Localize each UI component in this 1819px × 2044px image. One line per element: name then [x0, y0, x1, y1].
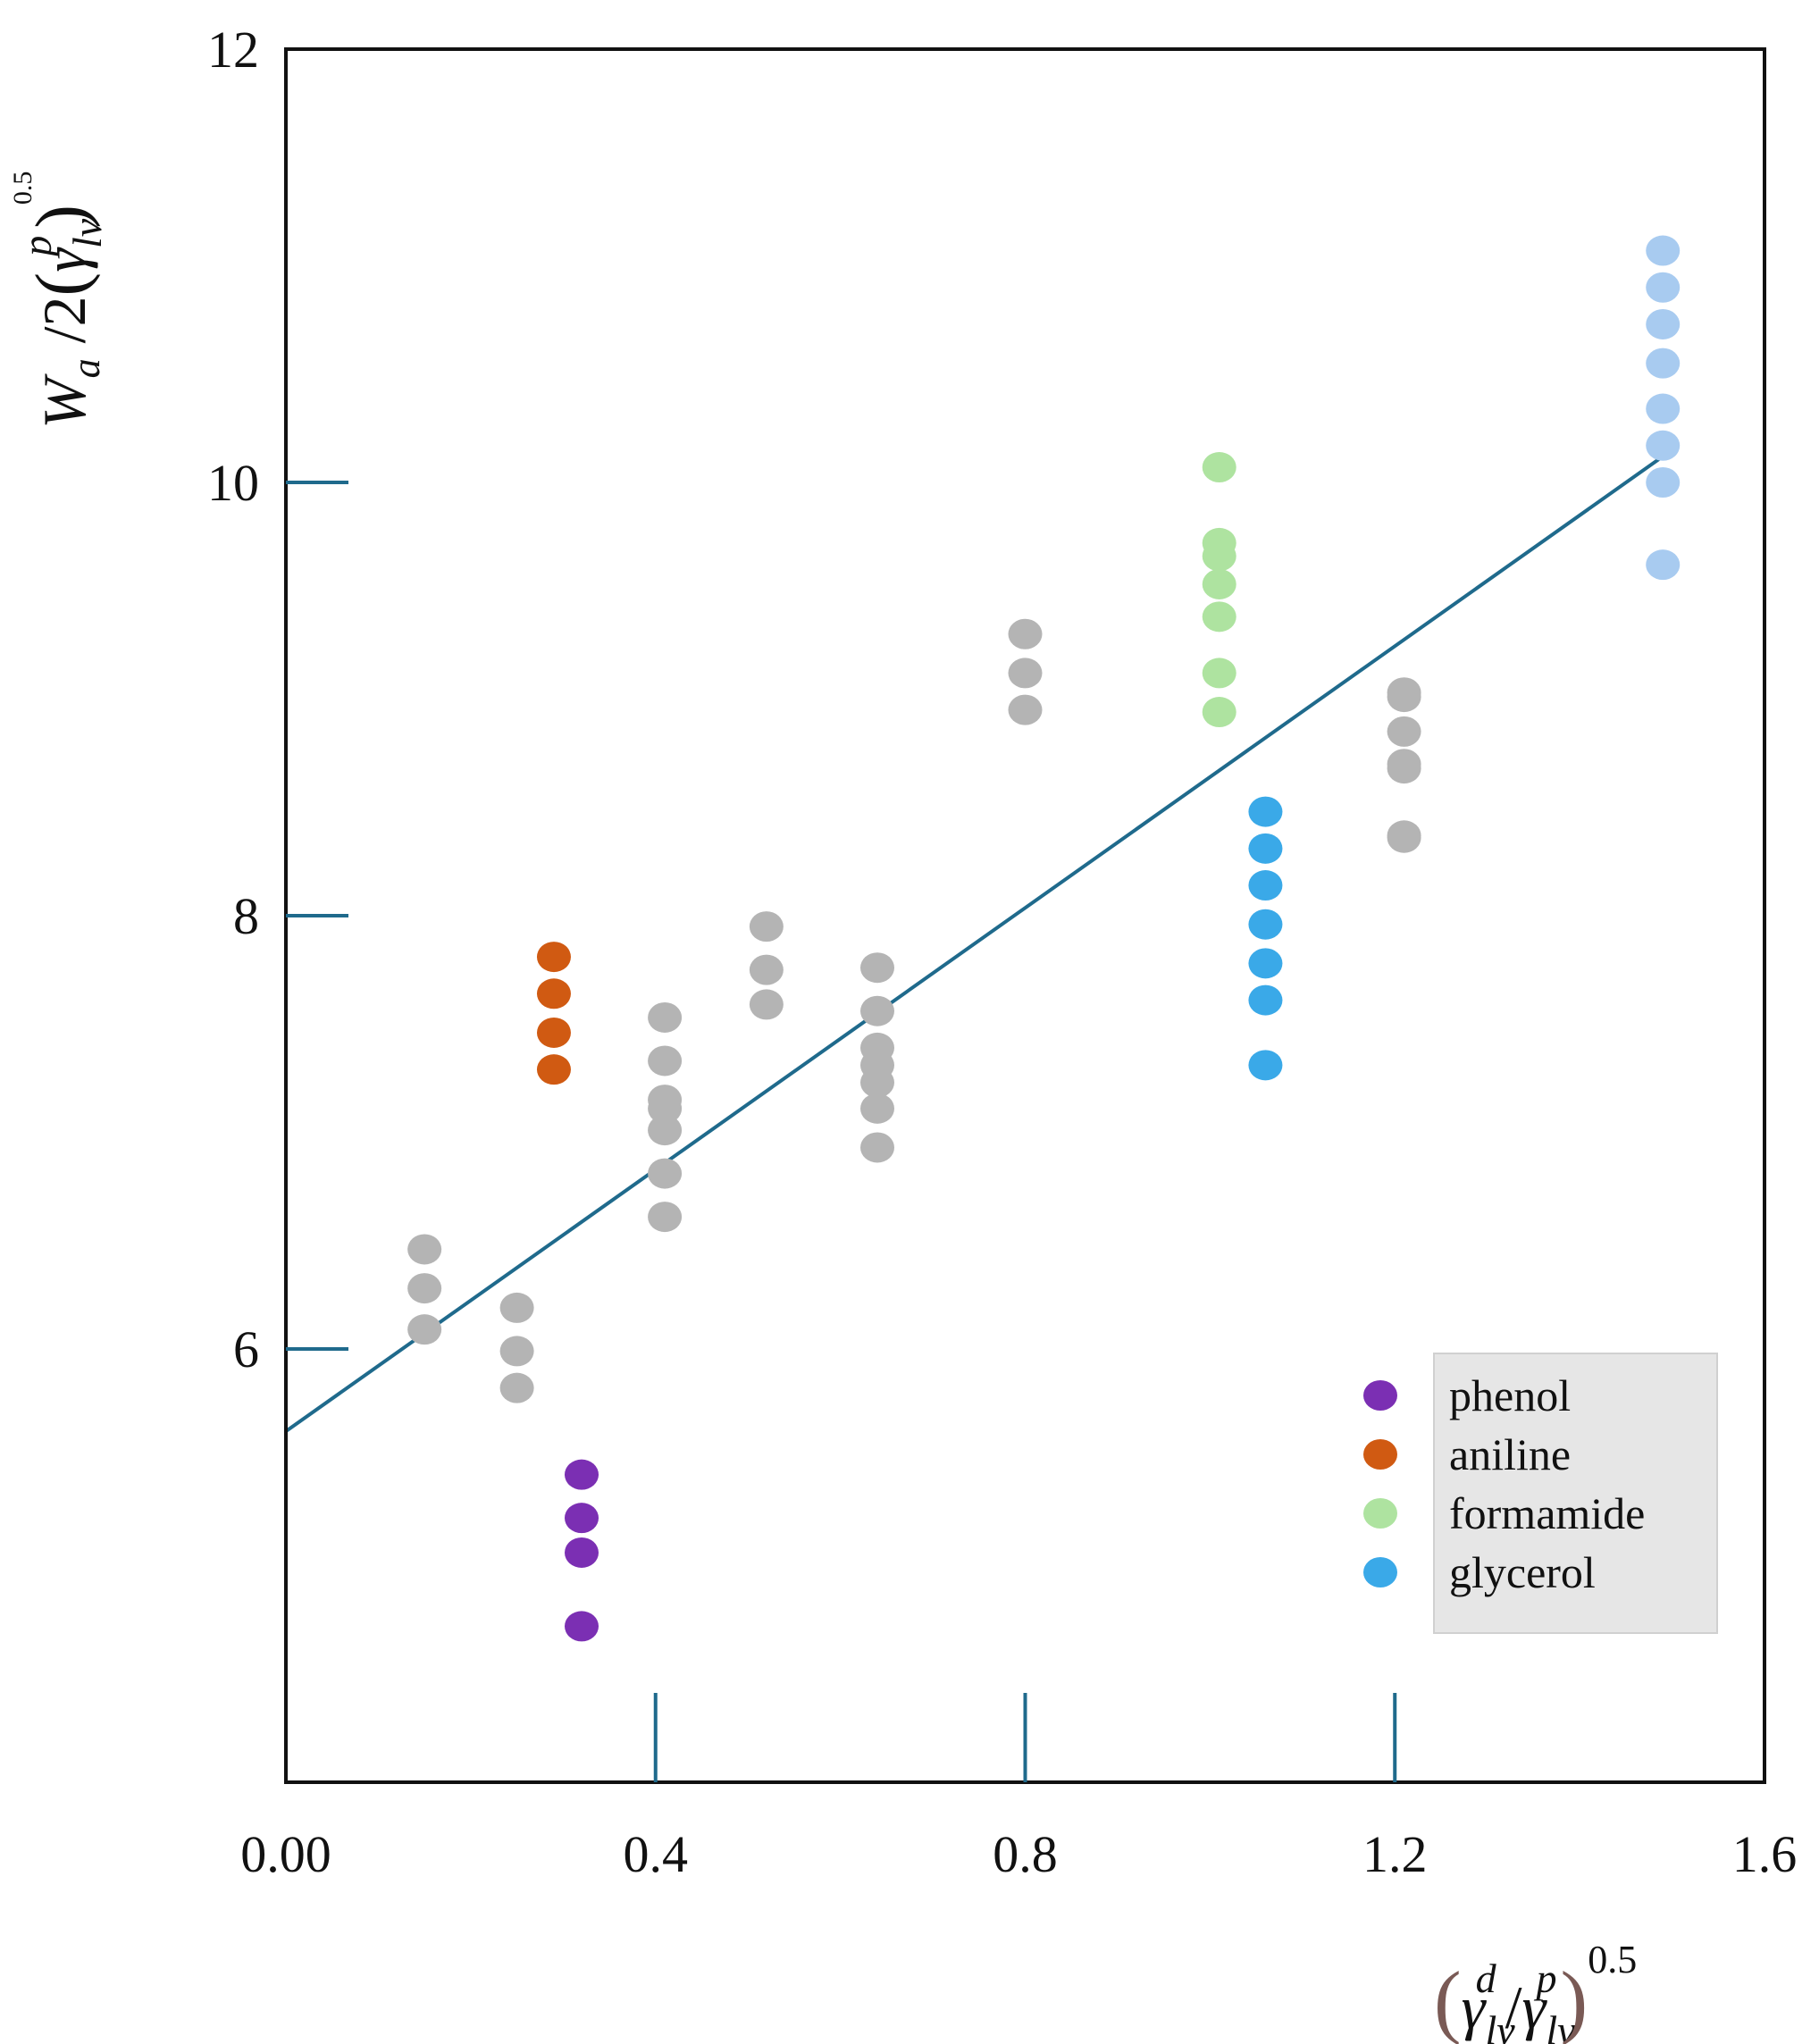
other-point	[749, 954, 784, 985]
glycerol-point	[1248, 796, 1283, 827]
aniline-point	[536, 1017, 571, 1048]
legend-label-glycerol: glycerol	[1449, 1547, 1596, 1597]
ticks-layer: 6 8 10 12 0.00 0.4 0.8 1.2 1.6	[207, 21, 1797, 1883]
fit-line	[284, 455, 1664, 1433]
other-point	[860, 1067, 894, 1098]
other-point	[749, 989, 784, 1020]
other-point	[1008, 694, 1043, 725]
other-point	[648, 1115, 683, 1146]
other-point	[407, 1234, 442, 1265]
y-tick-label: 8	[233, 887, 259, 945]
x-axis-title: (γlvd/γlvp)0.5	[1434, 1938, 1637, 2044]
formamide-point	[1202, 658, 1236, 689]
other-point	[1008, 658, 1043, 689]
other-point	[499, 1372, 534, 1403]
other-point	[1387, 822, 1421, 853]
points-layer	[407, 235, 1681, 1642]
other-point	[1646, 549, 1681, 581]
glycerol-point	[1248, 833, 1283, 864]
y-tick-label: 6	[233, 1320, 259, 1378]
x-tick-label: 0.4	[624, 1825, 689, 1883]
other-point	[860, 995, 894, 1026]
other-point	[648, 1001, 683, 1033]
formamide-point	[1202, 697, 1236, 728]
other-point	[648, 1158, 683, 1189]
glycerol-point	[1248, 1050, 1283, 1081]
phenol-point	[565, 1503, 599, 1534]
other-point	[1646, 430, 1681, 461]
phenol-point	[565, 1611, 599, 1642]
y-tick-label: 12	[207, 21, 259, 79]
other-point	[1646, 308, 1681, 339]
legend: phenol aniline formamide glycerol	[1363, 1353, 1718, 1634]
other-point	[499, 1336, 534, 1367]
formamide-point	[1202, 601, 1236, 632]
fit-layer	[284, 455, 1664, 1433]
other-point	[648, 1045, 683, 1076]
aniline-point	[536, 978, 571, 1009]
other-point	[1387, 716, 1421, 747]
aniline-point	[536, 942, 571, 973]
glycerol-point	[1248, 909, 1283, 940]
other-point	[499, 1292, 534, 1323]
other-point	[1646, 467, 1681, 498]
glycerol-point	[1248, 948, 1283, 979]
other-point	[749, 911, 784, 942]
legend-marker-aniline	[1363, 1439, 1397, 1470]
phenol-point	[565, 1459, 599, 1490]
other-point	[1387, 682, 1421, 713]
legend-marker-phenol	[1363, 1380, 1397, 1411]
phenol-point	[565, 1537, 599, 1568]
legend-label-phenol: phenol	[1449, 1370, 1571, 1420]
x-tick-label: 0.8	[993, 1825, 1058, 1883]
y-tick-label: 10	[207, 454, 259, 512]
formamide-point	[1202, 452, 1236, 483]
other-point	[1387, 749, 1421, 780]
legend-marker-glycerol	[1363, 1557, 1397, 1587]
other-point	[407, 1314, 442, 1345]
legend-box	[1433, 1353, 1718, 1634]
other-point	[1646, 393, 1681, 424]
legend-label-aniline: aniline	[1449, 1429, 1571, 1479]
other-point	[407, 1273, 442, 1304]
formamide-point	[1202, 540, 1236, 572]
other-point	[648, 1093, 683, 1124]
glycerol-point	[1248, 870, 1283, 901]
x-tick-label: 0.00	[240, 1825, 331, 1883]
other-point	[648, 1202, 683, 1233]
formamide-point	[1202, 568, 1236, 599]
other-point	[1646, 272, 1681, 303]
glycerol-point	[1248, 984, 1283, 1016]
other-point	[1008, 618, 1043, 649]
other-point	[860, 952, 894, 984]
other-point	[860, 1132, 894, 1163]
legend-label-formamide: formamide	[1449, 1488, 1645, 1538]
legend-items: phenol aniline formamide glycerol	[1363, 1370, 1645, 1597]
y-axis-title: Wa /2(γlvp)0.5	[8, 172, 110, 429]
x-tick-label: 1.2	[1362, 1825, 1428, 1883]
legend-marker-formamide	[1363, 1498, 1397, 1529]
other-point	[860, 1093, 894, 1124]
x-tick-label: 1.6	[1732, 1825, 1798, 1883]
other-point	[1646, 235, 1681, 266]
other-point	[1646, 348, 1681, 379]
aniline-point	[536, 1054, 571, 1085]
